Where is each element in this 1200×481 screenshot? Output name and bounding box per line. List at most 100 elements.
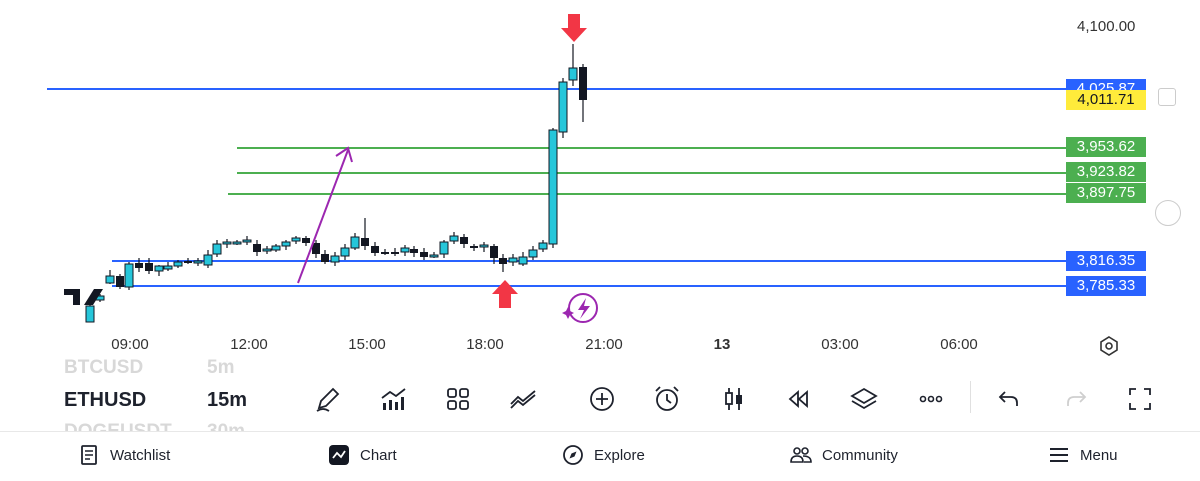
candle-body-16 [242, 239, 252, 243]
candle-body-48 [558, 81, 568, 133]
candle-body-50 [579, 67, 587, 100]
lightning-circle-icon [568, 293, 598, 323]
trend-arrow-line [297, 149, 349, 284]
price-tag-current: 4,011.71 [1066, 90, 1146, 110]
candle-body-4 [124, 263, 134, 288]
nav-chart[interactable]: Chart [328, 444, 397, 466]
candle-body-21 [291, 237, 301, 242]
candle-body-27 [350, 236, 360, 249]
templates-icon[interactable] [442, 383, 474, 415]
candles-icon[interactable] [718, 383, 750, 415]
candle-body-45 [528, 249, 538, 258]
candle-body-18 [262, 248, 272, 252]
sparkle-icon [562, 307, 574, 319]
community-icon [790, 447, 812, 463]
x-label-1500: 15:00 [348, 336, 386, 353]
candle-body-43 [508, 257, 518, 263]
timeframe-selector[interactable]: 15m [207, 389, 248, 411]
candle-body-3 [116, 276, 124, 287]
candle-body-49 [568, 67, 578, 81]
compass-icon [563, 445, 583, 465]
x-label-1800: 18:00 [466, 336, 504, 353]
symbol-selector[interactable]: ETHUSD [64, 389, 147, 411]
candle-body-9 [173, 261, 183, 267]
trend-arrow-head [335, 146, 353, 163]
x-label-13: 13 [713, 336, 731, 353]
candle-body-5 [135, 263, 143, 268]
price-tag-3816: 3,816.35 [1066, 251, 1146, 271]
ghost-symbol-above: BTCUSD [64, 357, 144, 378]
x-label-0300: 03:00 [821, 336, 859, 353]
candle-body-41 [490, 246, 498, 258]
side-checkbox-icon[interactable] [1158, 88, 1176, 106]
tradingview-logo-icon [64, 289, 80, 305]
x-label-1200: 12:00 [230, 336, 268, 353]
price-tag-3897: 3,897.75 [1066, 183, 1146, 203]
chart-icon [329, 445, 349, 465]
redo-icon[interactable] [1060, 383, 1092, 415]
candle-body-15 [232, 241, 242, 245]
alert-icon[interactable] [651, 383, 683, 415]
candle-body-34 [420, 252, 428, 257]
nav-explore[interactable]: Explore [562, 444, 645, 466]
candle-body-23 [312, 243, 320, 254]
candle-body-22 [302, 238, 310, 243]
nav-watchlist-label: Watchlist [110, 446, 171, 464]
candle-body-24 [321, 254, 329, 262]
nav-menu[interactable]: Menu [1048, 444, 1118, 466]
more-icon[interactable] [915, 383, 947, 415]
menu-icon [1050, 448, 1068, 462]
candle-body-39 [470, 246, 478, 248]
down-arrow-icon [561, 14, 587, 42]
lightning-bolt-icon [578, 298, 590, 319]
candle-body-25 [330, 255, 340, 263]
watchlist-icon [81, 445, 97, 465]
replay-icon[interactable] [782, 383, 814, 415]
price-chart[interactable] [0, 0, 1200, 365]
x-label-0600: 06:00 [940, 336, 978, 353]
price-tag-3953: 3,953.62 [1066, 137, 1146, 157]
layers-icon[interactable] [848, 383, 880, 415]
candle-body-38 [460, 237, 468, 244]
pencil-icon[interactable] [312, 383, 344, 415]
bottom-navigation: Watchlist Chart Explore Community Menu [0, 431, 1200, 481]
ghost-timeframe-above: 5m [207, 357, 235, 378]
bottom-toolbar: BTCUSD 5m ETHUSD 15m DOGEUSDT 30m [0, 357, 1200, 442]
x-label-0900: 09:00 [111, 336, 149, 353]
price-tag-3785: 3,785.33 [1066, 276, 1146, 296]
fullscreen-icon[interactable] [1124, 383, 1156, 415]
candle-body-40 [479, 244, 489, 248]
nav-menu-label: Menu [1080, 446, 1118, 464]
candle-body-7 [154, 265, 164, 272]
candle-body-13 [212, 243, 222, 255]
candle-body-29 [371, 246, 379, 253]
candle-body-11 [193, 260, 203, 264]
compare-icon[interactable] [507, 383, 539, 415]
candle-body-0 [85, 305, 95, 323]
candle-body-10 [184, 261, 192, 263]
candle-body-20 [281, 241, 291, 247]
candle-body-12 [203, 254, 213, 266]
candle-body-42 [499, 258, 507, 264]
candle-body-17 [253, 244, 261, 252]
nav-community-label: Community [822, 446, 898, 464]
side-circle-icon[interactable] [1155, 200, 1181, 226]
nav-watchlist[interactable]: Watchlist [78, 444, 170, 466]
y-axis-top-label: 4,100.00 [1077, 18, 1136, 35]
tradingview-logo-mark [84, 289, 103, 305]
candle-body-46 [538, 242, 548, 250]
price-tag-3923: 3,923.82 [1066, 162, 1146, 182]
chart-area[interactable]: 4,100.00 4,025.87 4,011.71 3,953.62 3,92… [0, 0, 1200, 365]
nav-chart-label: Chart [360, 446, 397, 464]
chart-settings-icon[interactable] [1097, 334, 1121, 358]
candle-body-33 [410, 249, 418, 253]
candle-body-44 [518, 256, 528, 265]
candle-body-8 [163, 265, 173, 270]
candle-body-32 [400, 247, 410, 253]
candle-body-47 [548, 129, 558, 245]
indicators-icon[interactable] [377, 383, 409, 415]
undo-icon[interactable] [993, 383, 1025, 415]
up-arrow-icon [492, 280, 518, 308]
add-icon[interactable] [586, 383, 618, 415]
nav-community[interactable]: Community [790, 444, 898, 466]
